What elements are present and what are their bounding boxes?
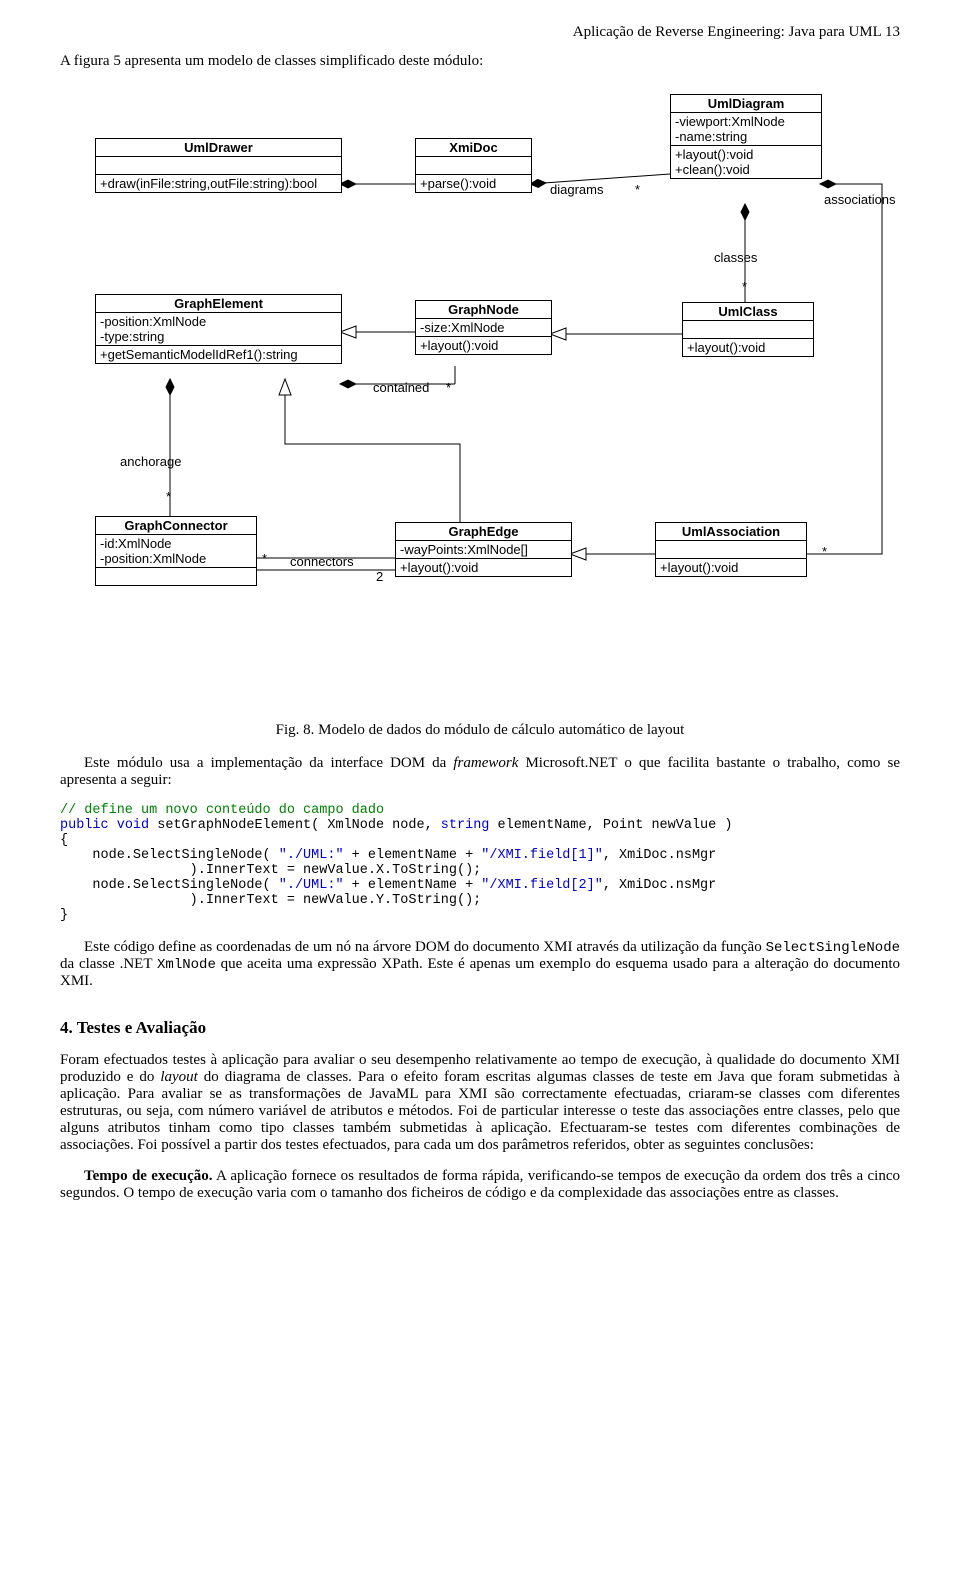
code: setGraphNodeElement( XmlNode node, — [157, 818, 432, 833]
code: , XmiDoc.nsMgr — [603, 878, 716, 893]
uml-attrs: -id:XmlNode -position:XmlNode — [96, 535, 256, 568]
text: da classe .NET — [60, 956, 157, 972]
kw: void — [117, 818, 149, 833]
uml-ops: +layout():void +clean():void — [671, 146, 821, 178]
uml-class-XmiDoc: XmiDoc +parse():void — [415, 138, 532, 193]
edge-label: * — [742, 279, 747, 294]
attr: -name:string — [675, 129, 817, 144]
code: } — [60, 908, 68, 923]
uml-attrs — [656, 541, 806, 559]
code-inline: XmlNode — [157, 957, 216, 973]
code: ).InnerText = newValue.Y.ToString(); — [60, 893, 481, 908]
str: "./UML:" — [279, 848, 344, 863]
uml-class-name: GraphNode — [416, 301, 551, 319]
uml-class-name: GraphEdge — [396, 523, 571, 541]
text-italic: framework — [453, 755, 518, 771]
section-heading: 4. Testes e Avaliação — [60, 1018, 900, 1038]
uml-attrs — [683, 321, 813, 339]
uml-attrs: -viewport:XmlNode -name:string — [671, 113, 821, 146]
figure-caption: Fig. 8. Modelo de dados do módulo de cál… — [60, 722, 900, 739]
uml-class-UmlClass: UmlClass +layout():void — [682, 302, 814, 357]
edge-label: * — [262, 551, 267, 566]
code: node.SelectSingleNode( — [60, 848, 271, 863]
edge-label: anchorage — [120, 454, 181, 469]
uml-class-UmlAssociation: UmlAssociation +layout():void — [655, 522, 807, 577]
text: Este código define as coordenadas de um … — [84, 939, 766, 955]
str: "/XMI.field[1]" — [481, 848, 603, 863]
uml-diagram: UmlDrawer +draw(inFile:string,outFile:st… — [60, 84, 900, 714]
paragraph-module-desc: Este módulo usa a implementação da inter… — [60, 755, 900, 789]
uml-ops: +layout():void — [683, 339, 813, 356]
attr: -viewport:XmlNode — [675, 114, 817, 129]
uml-class-UmlDrawer: UmlDrawer +draw(inFile:string,outFile:st… — [95, 138, 342, 193]
code: , XmiDoc.nsMgr — [603, 848, 716, 863]
code-block: // define um novo conteúdo do campo dado… — [60, 803, 900, 923]
edge-label: contained — [373, 380, 429, 395]
uml-class-GraphEdge: GraphEdge -wayPoints:XmlNode[] +layout()… — [395, 522, 572, 577]
uml-class-name: XmiDoc — [416, 139, 531, 157]
uml-ops: +parse():void — [416, 175, 531, 192]
edge-label: classes — [714, 250, 757, 265]
uml-class-name: GraphConnector — [96, 517, 256, 535]
str: "/XMI.field[2]" — [481, 878, 603, 893]
uml-class-UmlDiagram: UmlDiagram -viewport:XmlNode -name:strin… — [670, 94, 822, 179]
edge-label: * — [822, 544, 827, 559]
uml-class-name: UmlAssociation — [656, 523, 806, 541]
uml-class-name: UmlClass — [683, 303, 813, 321]
edge-label: * — [166, 489, 171, 504]
attr: -type:string — [100, 329, 337, 344]
uml-ops — [96, 568, 256, 585]
op: +clean():void — [675, 162, 817, 177]
edge-label: 2 — [376, 569, 383, 584]
code-inline: SelectSingleNode — [766, 940, 900, 956]
code-line: // define um novo conteúdo do campo dado — [60, 803, 384, 818]
uml-class-GraphElement: GraphElement -position:XmlNode -type:str… — [95, 294, 342, 364]
uml-attrs: -size:XmlNode — [416, 319, 551, 337]
edge-label: associations — [824, 192, 896, 207]
text: Este módulo usa a implementação da inter… — [84, 755, 453, 771]
paragraph-exec-time: Tempo de execução. A aplicação fornece o… — [60, 1168, 900, 1202]
paragraph-tests: Foram efectuados testes à aplicação para… — [60, 1052, 900, 1154]
uml-class-GraphConnector: GraphConnector -id:XmlNode -position:Xml… — [95, 516, 257, 586]
code: ).InnerText = newValue.X.ToString(); — [60, 863, 481, 878]
uml-ops: +layout():void — [416, 337, 551, 354]
uml-ops: +layout():void — [396, 559, 571, 576]
code: node.SelectSingleNode( — [60, 878, 271, 893]
edge-label: diagrams — [550, 182, 603, 197]
edge-label: connectors — [290, 554, 354, 569]
uml-attrs: -position:XmlNode -type:string — [96, 313, 341, 346]
attr: -position:XmlNode — [100, 314, 337, 329]
lead-bold: Tempo de execução. — [84, 1168, 213, 1184]
uml-ops: +getSemanticModelIdRef1():string — [96, 346, 341, 363]
edge-label: * — [446, 380, 451, 395]
code: + elementName + — [344, 848, 474, 863]
paragraph-code-explain: Este código define as coordenadas de um … — [60, 939, 900, 990]
uml-class-name: GraphElement — [96, 295, 341, 313]
uml-ops: +layout():void — [656, 559, 806, 576]
str: "./UML:" — [279, 878, 344, 893]
code: + elementName + — [344, 878, 474, 893]
code: elementName, Point newValue ) — [498, 818, 733, 833]
code: { — [60, 833, 68, 848]
page-header: Aplicação de Reverse Engineering: Java p… — [60, 24, 900, 41]
uml-ops: +draw(inFile:string,outFile:string):bool — [96, 175, 341, 192]
uml-attrs — [416, 157, 531, 175]
caption-text: Fig. 8. Modelo de dados do módulo de cál… — [276, 722, 685, 738]
uml-attrs: -wayPoints:XmlNode[] — [396, 541, 571, 559]
uml-class-name: UmlDiagram — [671, 95, 821, 113]
attr: -id:XmlNode — [100, 536, 252, 551]
edge-label: * — [635, 182, 640, 197]
uml-class-GraphNode: GraphNode -size:XmlNode +layout():void — [415, 300, 552, 355]
text-italic: layout — [160, 1069, 198, 1085]
kw: public — [60, 818, 109, 833]
kw: string — [441, 818, 490, 833]
op: +layout():void — [675, 147, 817, 162]
attr: -position:XmlNode — [100, 551, 252, 566]
uml-attrs — [96, 157, 341, 175]
intro-text: A figura 5 apresenta um modelo de classe… — [60, 53, 900, 70]
uml-class-name: UmlDrawer — [96, 139, 341, 157]
